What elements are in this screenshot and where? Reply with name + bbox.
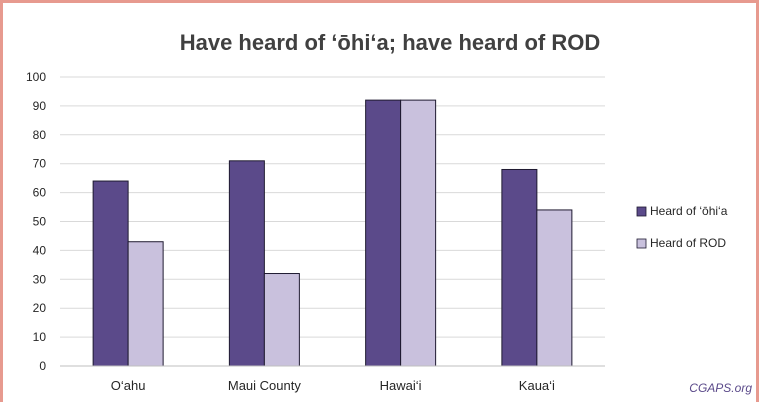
legend-label: Heard of ROD (650, 236, 726, 250)
y-tick-label: 30 (33, 272, 47, 286)
legend-swatch (636, 206, 647, 217)
y-tick-label: 10 (33, 330, 47, 344)
y-tick-label: 40 (33, 243, 47, 257)
y-tick-label: 80 (33, 128, 47, 142)
bar-ohia (501, 168, 538, 367)
bar-rod (400, 99, 437, 367)
y-tick-label: 20 (33, 301, 47, 315)
bar-ohia (365, 99, 402, 367)
y-tick-label: 100 (26, 70, 46, 84)
y-tick-label: 70 (33, 157, 47, 171)
y-axis: 0 10 20 30 40 50 60 70 80 90 100 (26, 70, 46, 373)
bar-rod (263, 273, 300, 367)
x-tick-label: Hawai‘i (380, 378, 422, 393)
frame-border-right (756, 0, 759, 402)
credit-text: CGAPS.org (689, 381, 752, 395)
chart-title: Have heard of ‘ōhi‘a; have heard of ROD (180, 30, 601, 55)
x-tick-label: O‘ahu (111, 378, 146, 393)
x-tick-label: Kaua‘i (519, 378, 555, 393)
x-axis: O‘ahu Maui County Hawai‘i Kaua‘i (60, 365, 605, 393)
bar-rod (536, 209, 573, 367)
legend-label: Heard of ‘ōhi‘a (650, 204, 728, 218)
bar-rod (127, 241, 164, 367)
x-tick-label: Maui County (228, 378, 301, 393)
y-tick-label: 60 (33, 186, 47, 200)
legend-swatch (636, 238, 647, 249)
frame-border-left (0, 0, 3, 402)
bar-ohia (92, 180, 129, 367)
y-tick-label: 0 (39, 359, 46, 373)
y-tick-label: 50 (33, 215, 47, 229)
y-tick-label: 90 (33, 99, 47, 113)
bar-ohia (228, 160, 265, 367)
legend: Heard of ‘ōhi‘a Heard of ROD (636, 204, 728, 250)
frame-border-top (0, 0, 758, 3)
bars (92, 99, 573, 367)
